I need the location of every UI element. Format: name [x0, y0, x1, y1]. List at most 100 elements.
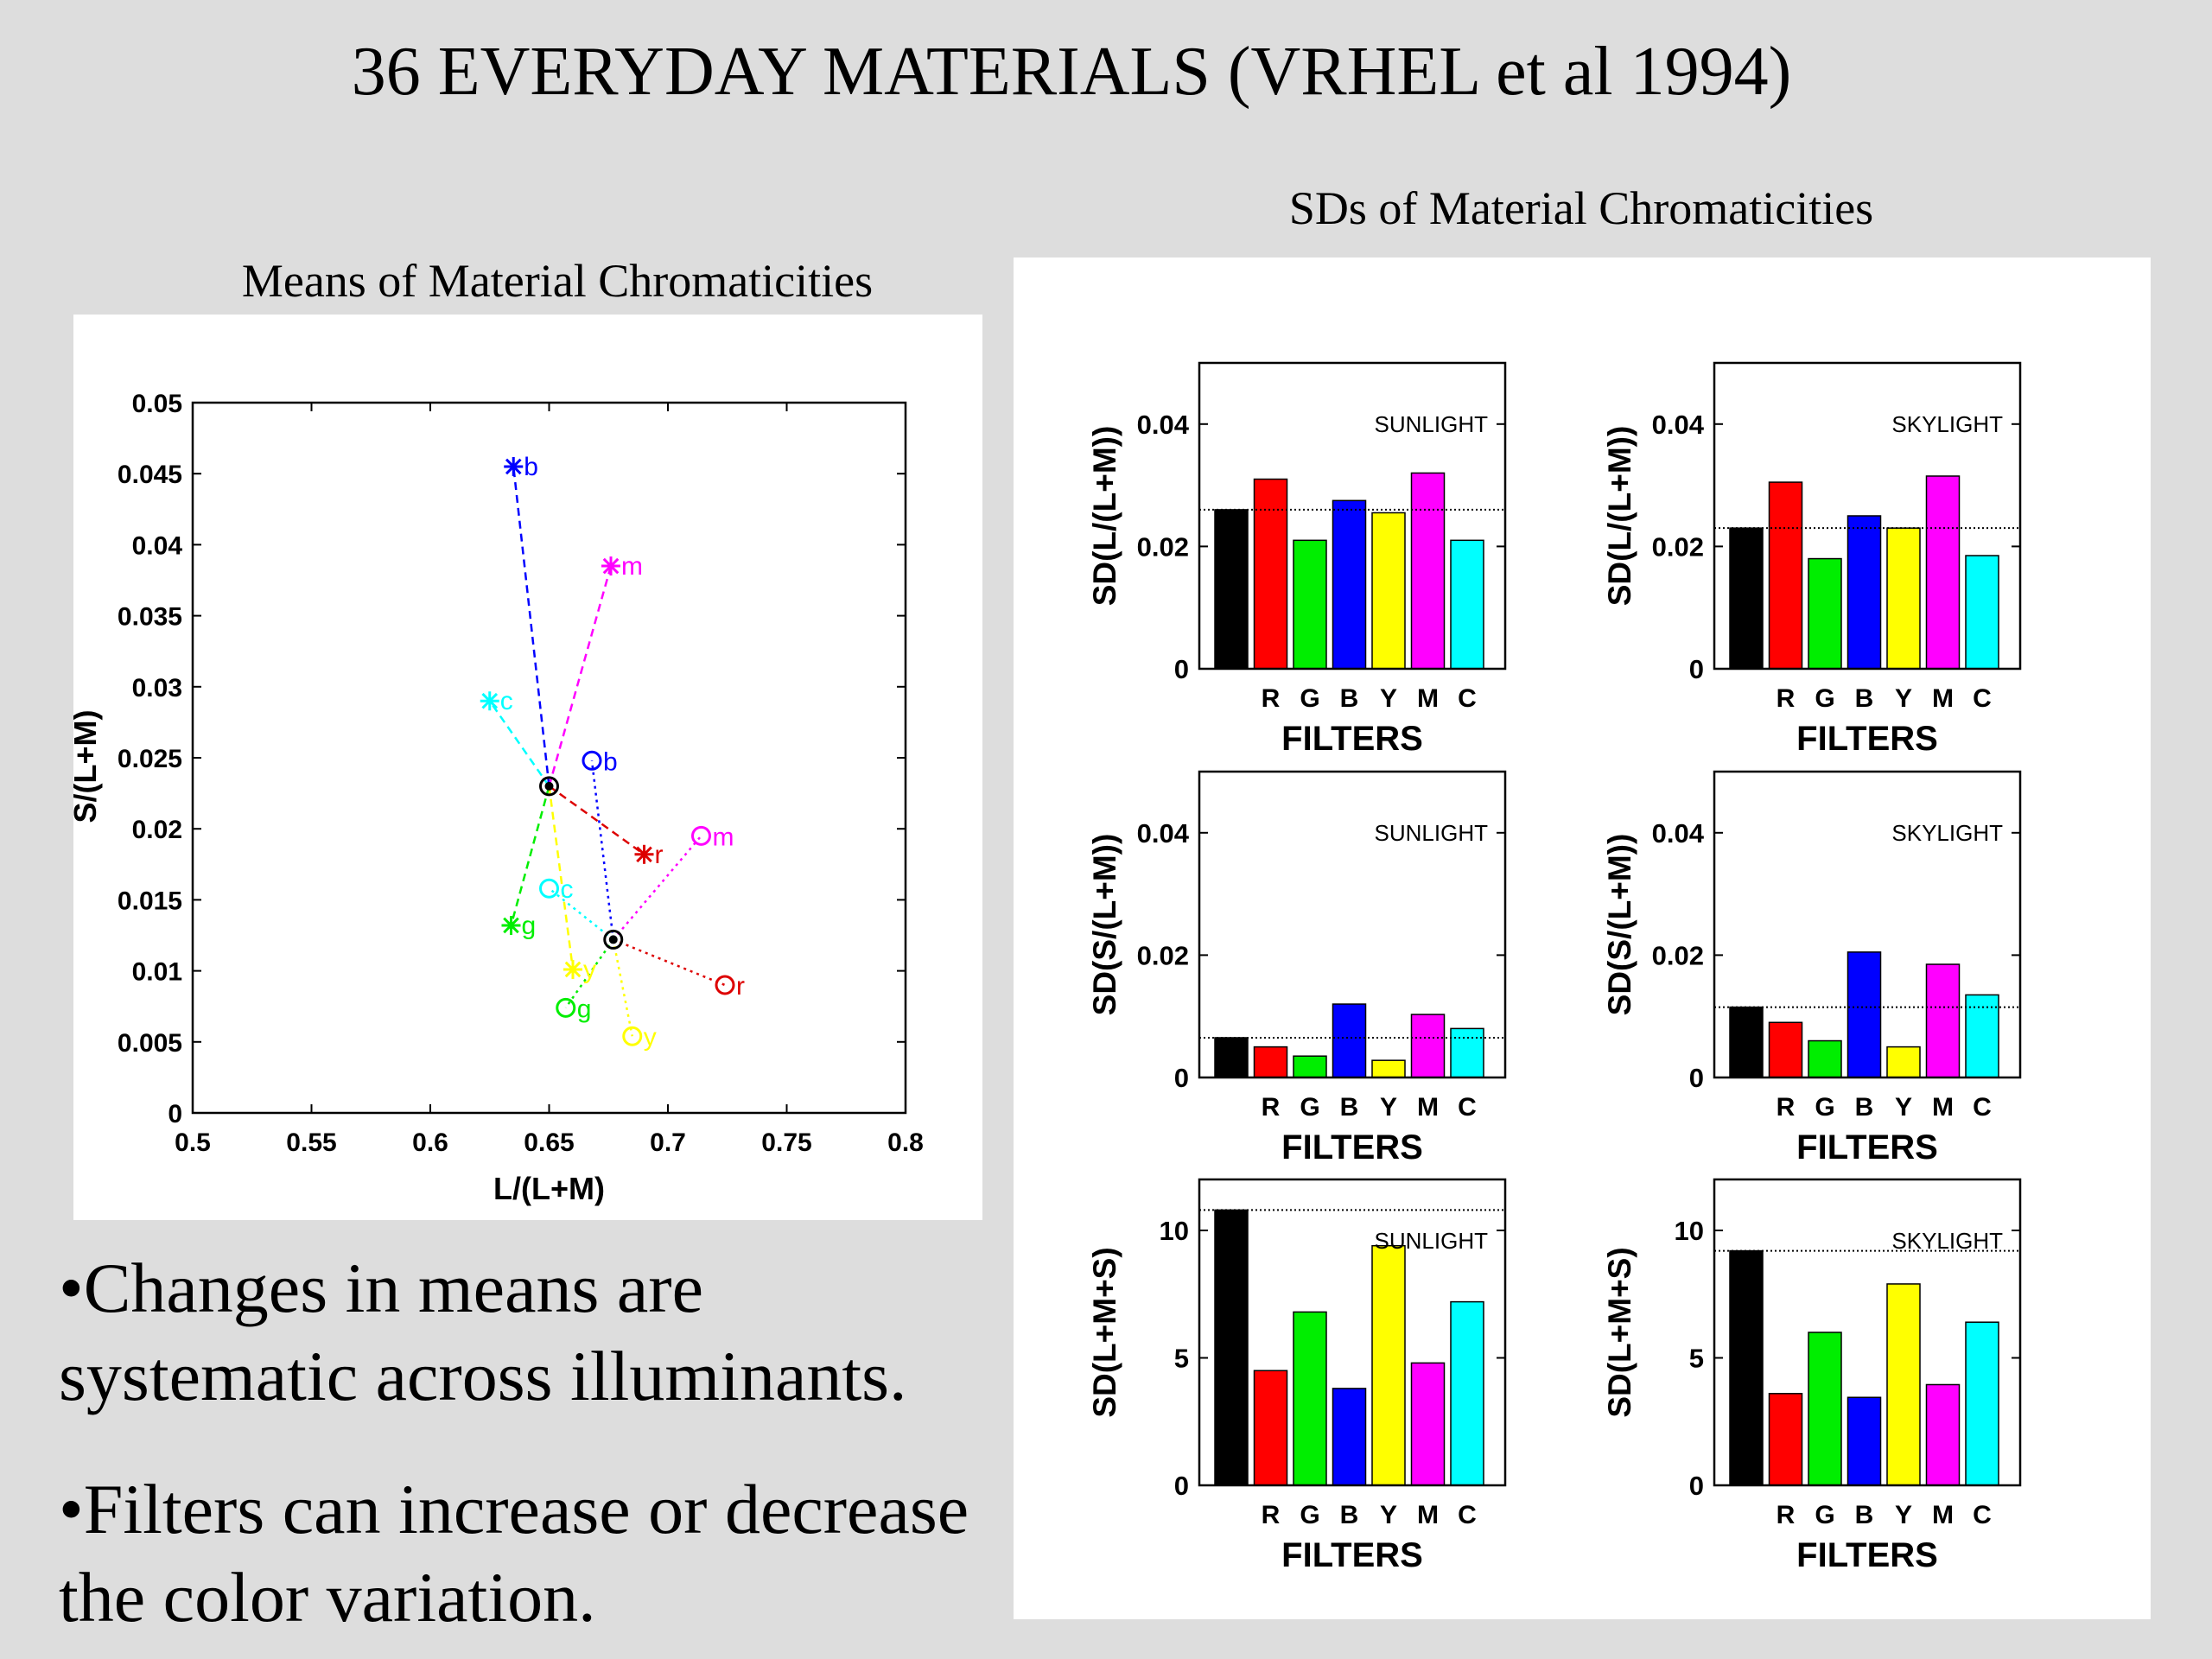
bar [1410, 472, 1446, 670]
bar [1214, 509, 1249, 670]
connector-line [612, 835, 702, 941]
category-label: C [1458, 684, 1477, 713]
center-dot [608, 935, 618, 944]
circle-marker [622, 1026, 643, 1046]
x-axis-label: FILTERS [1796, 1128, 1938, 1166]
bar [1214, 1209, 1249, 1486]
bar [1808, 1039, 1842, 1078]
category-label: C [1973, 1501, 1992, 1529]
bar [1729, 527, 1764, 670]
bar [1253, 1046, 1288, 1078]
x-axis-label: FILTERS [1281, 720, 1423, 758]
bar-chart-skylight: R G B Y M C 0 0.02 0.04 SKYLIGHT FILTERS SD(S/(L+M)… [1602, 770, 2022, 1166]
bullet-filters-variation: •Filters can increase or decrease the co… [59, 1470, 969, 1637]
plot-frame [1713, 1178, 2022, 1487]
bar [1410, 1362, 1446, 1486]
y-axis-label: S/(L+M) [73, 710, 103, 823]
category-label: Y [1380, 1501, 1397, 1529]
bar [1808, 557, 1842, 670]
category-label: C [1973, 1093, 1992, 1122]
bullet-means-systematic: •Changes in means are systematic across … [59, 1249, 907, 1415]
category-label: Y [1895, 684, 1912, 713]
y-tick-label: 5 [1174, 1344, 1189, 1374]
point-label: m [621, 552, 643, 581]
y-tick-label: 10 [1160, 1216, 1189, 1246]
bar [1293, 539, 1327, 670]
bar [1332, 499, 1367, 670]
point-label: m [713, 823, 734, 851]
y-tick-label: 0.04 [1137, 410, 1190, 440]
connector-line [590, 760, 614, 940]
y-axis-label: SD(L+M+S) [1087, 1247, 1122, 1417]
plot-frame [1198, 1178, 1507, 1487]
y-tick-label: 0 [1689, 1063, 1704, 1093]
means-plot-panel: 0.5 0.55 0.6 0.65 0.7 0.75 0.8 0 0.005 0.01 0.015 0… [67, 315, 982, 1220]
category-label: R [1777, 684, 1796, 713]
bar [1450, 1300, 1484, 1486]
category-label: M [1932, 1501, 1954, 1529]
y-tick-label: 5 [1689, 1344, 1704, 1374]
bar [1768, 481, 1803, 670]
circle-marker [582, 750, 602, 771]
category-label: R [1262, 684, 1281, 713]
y-tick-label: 0.04 [1652, 818, 1705, 849]
connector-line [548, 785, 645, 855]
star-stroke [602, 557, 620, 575]
y-tick-label: 0.04 [132, 531, 183, 560]
category-label: R [1262, 1093, 1281, 1122]
y-tick-label: 0.05 [132, 390, 182, 418]
center-circle [539, 776, 559, 797]
bar [1729, 1249, 1764, 1486]
category-label: B [1855, 1501, 1874, 1529]
bar [1886, 527, 1921, 670]
point-label: g [577, 995, 592, 1023]
y-tick-label: 0.01 [132, 958, 182, 987]
star-stroke [481, 692, 499, 709]
y-tick-label: 0.02 [1137, 531, 1189, 562]
bar [1253, 478, 1288, 670]
category-label: Y [1380, 1093, 1397, 1122]
star-stroke [636, 846, 652, 863]
bar [1886, 1046, 1921, 1078]
means-scatter-chart: 0.5 0.55 0.6 0.65 0.7 0.75 0.8 0 0.005 0.01 0.015 0… [67, 390, 924, 1206]
category-label: M [1932, 684, 1954, 713]
bar [1729, 1006, 1764, 1078]
star-stroke [503, 917, 519, 934]
sds-bar-charts: R G B Y M C00.020.04 SUNLIGHTFILTERSSD(L/(L+M)… [1087, 361, 2022, 1574]
bar [1965, 994, 1999, 1078]
category-label: G [1815, 684, 1834, 713]
y-tick-label: 0.005 [118, 1029, 182, 1058]
category-label: M [1417, 1093, 1439, 1122]
circle-marker [539, 878, 559, 899]
category-label: G [1815, 1093, 1834, 1122]
y-axis-label: SD(L/(L+M)) [1602, 426, 1637, 607]
sds-plot-panel: R G B Y M C 0 0.02 0.04 SUNLIGHT FILTERS SD(L/(L+M)… [1014, 257, 2151, 1619]
category-label: B [1855, 1093, 1874, 1122]
category-label: G [1815, 1501, 1834, 1529]
y-tick-label: 0 [1174, 1471, 1189, 1501]
point-label: r [655, 841, 664, 869]
category-label: G [1300, 1501, 1319, 1529]
star-marker [601, 556, 620, 576]
star-stroke [505, 458, 522, 475]
y-tick-label: 0 [1689, 1471, 1704, 1501]
y-tick-label: 0 [1689, 654, 1704, 684]
connector-line [488, 700, 550, 787]
y-tick-label: 0.02 [1652, 531, 1704, 562]
bar [1886, 1283, 1921, 1486]
y-tick-label: 0.015 [118, 887, 182, 915]
star-marker [504, 456, 524, 476]
connector-line [564, 938, 614, 1009]
y-tick-label: 0.045 [118, 461, 182, 489]
plot-frame [1198, 770, 1507, 1079]
plot-frame [191, 401, 907, 1115]
category-label: Y [1895, 1501, 1912, 1529]
category-label: R [1777, 1093, 1796, 1122]
y-tick-label: 0.035 [118, 603, 182, 632]
connector-line [612, 939, 633, 1037]
star-marker [563, 959, 582, 979]
bar [1925, 1383, 1961, 1486]
category-label: B [1340, 1093, 1359, 1122]
point-label: b [524, 453, 538, 481]
y-tick-label: 0.02 [132, 816, 182, 844]
